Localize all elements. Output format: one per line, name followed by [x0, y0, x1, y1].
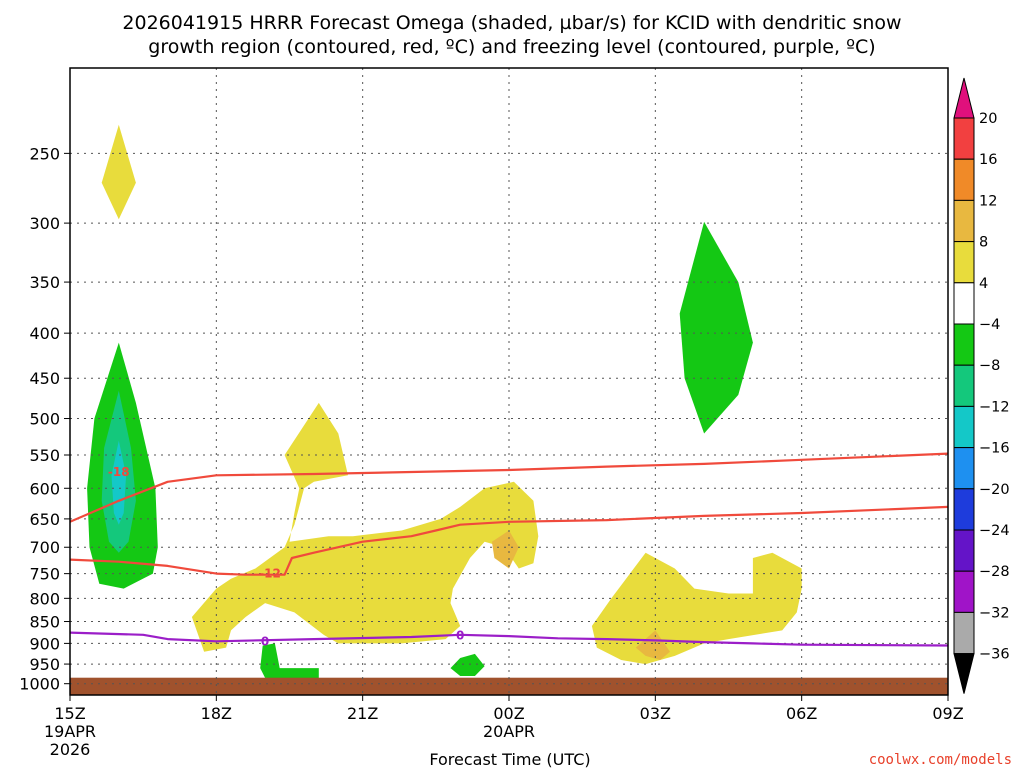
omega-region-0 [101, 124, 136, 220]
colorbar-bin-0 [953, 117, 975, 160]
contour-line-1 [70, 505, 948, 576]
x-axis-label: Forecast Time (UTC) [429, 750, 590, 768]
colorbar-label-12: −32 [979, 605, 1010, 621]
chart-title-line2: growth region (contoured, red, ºC) and f… [148, 36, 875, 58]
colorbar-bin-6 [953, 364, 975, 407]
omega-region-10 [450, 653, 485, 676]
x-tick-label-3: 18Z [201, 704, 232, 723]
colorbar-label-0: 20 [979, 111, 997, 127]
omega-region-8 [679, 221, 753, 434]
ground-surface [70, 677, 948, 695]
y-tick-label-600: 600 [29, 479, 60, 498]
y-tick-label-400: 400 [29, 324, 60, 343]
y-tick-label-550: 550 [29, 446, 60, 465]
x-tick-label-0: 15Z [54, 704, 85, 723]
x-tick-label-12: 03Z [640, 704, 671, 723]
y-tick-label-750: 750 [29, 565, 60, 584]
x-tick-label-18: 09Z [932, 704, 963, 723]
omega-region-3 [111, 440, 127, 525]
omega-region-9 [260, 643, 319, 680]
colorbar-bin-5 [953, 323, 975, 366]
colorbar-bin-4 [953, 282, 975, 325]
colorbar-label-2: 12 [979, 193, 997, 209]
y-tick-label-350: 350 [29, 273, 60, 292]
contour-line-0 [70, 452, 948, 523]
colorbar-label-10: −24 [979, 523, 1010, 539]
y-tick-label-650: 650 [29, 510, 60, 529]
colorbar-label-11: −28 [979, 564, 1010, 580]
omega-region-5 [491, 530, 519, 569]
y-tick-label-900: 900 [29, 634, 60, 653]
colorbar-bin-2 [953, 199, 975, 243]
colorbar-label-5: −4 [979, 317, 1000, 333]
colorbar-bin-7 [953, 405, 975, 449]
y-tick-label-1000: 1000 [19, 675, 60, 694]
omega-region-4 [191, 402, 539, 652]
colorbar-label-4: 4 [979, 276, 988, 292]
colorbar-label-6: −8 [979, 358, 1000, 374]
colorbar-legend: 20 16 12 8 4 −4 −8 −12 −16 −20 −24 −28 −32 −36 [953, 77, 1010, 694]
colorbar-under-arrow [953, 653, 975, 694]
y-tick-label-300: 300 [29, 214, 60, 233]
y-axis: 250 300 350 400 450 500 550 600 650 700 750 800 850 9… [19, 144, 70, 694]
colorbar-bin-11 [953, 570, 975, 613]
colorbar-label-7: −12 [979, 399, 1010, 415]
colorbar-bin-12 [953, 611, 975, 655]
x-tick-year-0: 2026 [50, 740, 91, 759]
y-tick-label-500: 500 [29, 410, 60, 429]
contour-label-2: 0 [261, 634, 269, 648]
colorbar-bin-8 [953, 447, 975, 490]
x-tick-label-15: 06Z [786, 704, 817, 723]
y-tick-label-800: 800 [29, 589, 60, 608]
contour-label-0: -18 [108, 465, 130, 479]
omega-region-6 [591, 552, 802, 665]
colorbar-label-13: −36 [979, 647, 1010, 663]
colorbar-over-arrow [953, 77, 975, 119]
colorbar-bin-10 [953, 529, 975, 572]
colorbar-bin-9 [953, 488, 975, 531]
y-tick-label-250: 250 [29, 144, 60, 163]
y-tick-label-950: 950 [29, 655, 60, 674]
chart-title-line1: 2026041915 HRRR Forecast Omega (shaded, … [122, 12, 901, 34]
grid-lines [70, 68, 948, 695]
credit-text: coolwx.com/models [869, 752, 1012, 768]
colorbar-bin-1 [953, 158, 975, 201]
contour-label-1: -12 [259, 567, 281, 581]
colorbar-label-1: 16 [979, 152, 997, 168]
colorbar-bin-3 [953, 241, 975, 284]
x-tick-label-6: 21Z [347, 704, 378, 723]
contour-label-freezing-2: 0 [456, 629, 464, 643]
colorbar-label-9: −20 [979, 482, 1010, 498]
x-tick-label-9: 00Z [493, 704, 524, 723]
colorbar-label-8: −16 [979, 441, 1010, 457]
colorbar-label-3: 8 [979, 235, 988, 251]
omega-region-7 [635, 630, 670, 660]
y-tick-label-450: 450 [29, 369, 60, 388]
omega-shading [87, 124, 802, 680]
y-tick-label-850: 850 [29, 613, 60, 632]
contour-line-2 [70, 631, 948, 647]
temperature-contours: -18 -12 0 0 [70, 452, 948, 648]
y-tick-label-700: 700 [29, 538, 60, 557]
x-tick-date-9: 20APR [483, 722, 535, 741]
x-tick-date-0: 19APR [44, 722, 96, 741]
